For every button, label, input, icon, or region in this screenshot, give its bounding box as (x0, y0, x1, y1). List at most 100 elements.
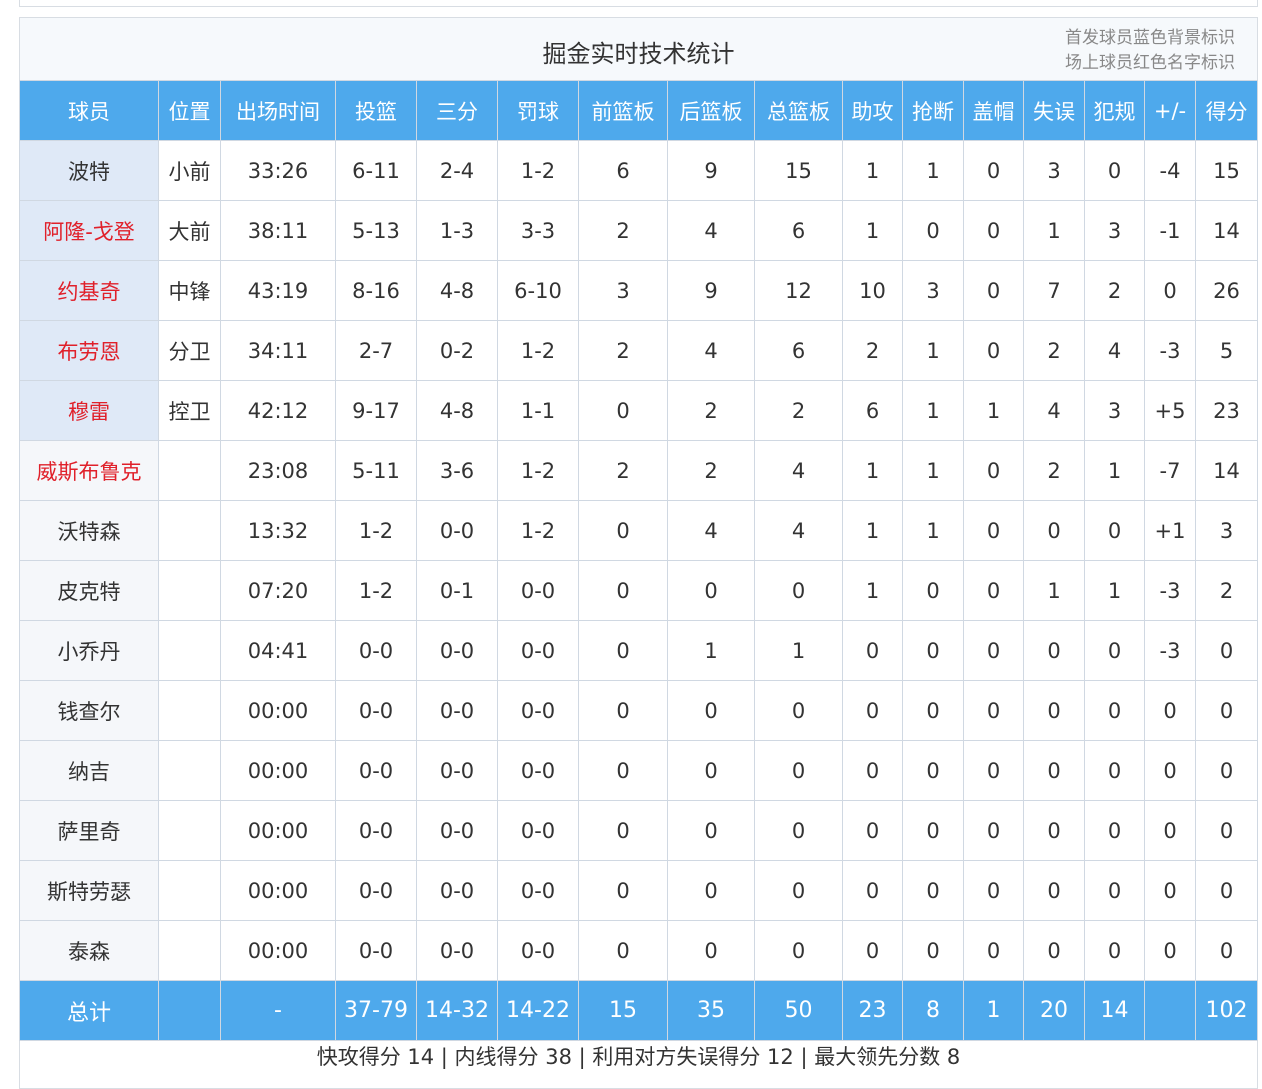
stat-cell: 23:08 (220, 440, 336, 501)
stat-cell: 0 (578, 920, 668, 981)
column-header: 犯规 (1084, 80, 1145, 141)
stat-cell: 1 (1023, 200, 1085, 261)
stat-cell: 0 (578, 380, 668, 441)
player-name: 阿隆-戈登 (19, 200, 159, 261)
stat-cell: 5-13 (335, 200, 417, 261)
column-header: 前篮板 (578, 80, 668, 141)
stat-cell: 2 (1084, 260, 1145, 321)
stat-cell: 2 (1023, 440, 1085, 501)
column-header: 位置 (158, 80, 221, 141)
stat-cell (158, 560, 221, 621)
stat-cell: -4 (1144, 140, 1196, 201)
stat-cell: 7 (1023, 260, 1085, 321)
stats-panel: 掘金实时技术统计 首发球员蓝色背景标识 场上球员红色名字标识 球员 位置 出场时间投… (19, 17, 1258, 1089)
stat-cell: 4-8 (416, 260, 498, 321)
stat-cell: 0 (667, 740, 755, 801)
stat-cell: 6 (754, 320, 843, 381)
stat-cell: 9 (667, 260, 755, 321)
stat-cell: 1 (902, 320, 964, 381)
stat-cell: 0 (963, 260, 1024, 321)
stat-cell: 0 (1084, 860, 1145, 921)
page-title: 掘金实时技术统计 (542, 40, 735, 68)
stat-cell: 0 (1023, 740, 1085, 801)
stat-cell: 0 (1084, 920, 1145, 981)
stat-cell: 2 (754, 380, 843, 441)
stat-cell: 3-3 (497, 200, 579, 261)
stat-cell: 1 (902, 140, 964, 201)
stat-cell: 0 (667, 920, 755, 981)
stat-cell: 0 (963, 740, 1024, 801)
stat-cell: 小前 (158, 140, 221, 201)
stat-cell: 0 (754, 860, 843, 921)
stat-cell: 0 (902, 740, 964, 801)
stat-cell: 0-0 (416, 920, 498, 981)
stat-cell: 0-0 (497, 560, 579, 621)
stat-cell: 0 (667, 680, 755, 741)
column-header: +/- (1144, 80, 1196, 141)
stat-cell: 3 (902, 260, 964, 321)
stat-cell: 0 (902, 680, 964, 741)
stat-cell: 4 (667, 320, 755, 381)
stat-cell: 15 (1195, 140, 1258, 201)
stat-cell: 8-16 (335, 260, 417, 321)
stat-cell: 0 (842, 920, 903, 981)
stat-cell: 1 (842, 440, 903, 501)
player-name: 萨里奇 (19, 800, 159, 861)
stat-cell: 5 (1195, 320, 1258, 381)
stat-cell: 0 (902, 560, 964, 621)
stat-cell: 5-11 (335, 440, 417, 501)
total-cell: 23 (842, 980, 903, 1041)
total-cell: 14-32 (416, 980, 498, 1041)
stat-cell: 3 (1084, 380, 1145, 441)
stat-cell: 33:26 (220, 140, 336, 201)
player-row: 钱查尔 00:00 0-0 0-0 0-0 0 0 0 0 0 0 0 0 0 0 (19, 680, 1258, 741)
total-cell: - (220, 980, 336, 1041)
column-header: 球员 (19, 80, 159, 141)
stat-cell: 0-0 (335, 740, 417, 801)
column-header: 抢断 (902, 80, 964, 141)
stat-cell: 42:12 (220, 380, 336, 441)
total-cell: 15 (578, 980, 668, 1041)
legend-on-court: 场上球员红色名字标识 (1065, 53, 1235, 73)
stat-cell: -7 (1144, 440, 1196, 501)
stat-cell: 0 (963, 920, 1024, 981)
stat-cell: 0 (963, 440, 1024, 501)
column-header: 总篮板 (754, 80, 843, 141)
stat-cell: 0-2 (416, 320, 498, 381)
player-name: 穆雷 (19, 380, 159, 441)
stat-cell: 6 (754, 200, 843, 261)
legend-starter: 首发球员蓝色背景标识 (1065, 28, 1235, 48)
stat-cell: 0-0 (416, 620, 498, 681)
stat-cell: 38:11 (220, 200, 336, 261)
stat-cell: 0-0 (335, 860, 417, 921)
stat-cell: 0 (578, 620, 668, 681)
stat-cell: 0 (902, 920, 964, 981)
stat-cell: 1 (667, 620, 755, 681)
stat-cell: +5 (1144, 380, 1196, 441)
stat-cell: 1-1 (497, 380, 579, 441)
stat-cell: 1 (963, 380, 1024, 441)
stat-cell: 43:19 (220, 260, 336, 321)
stat-cell: 9-17 (335, 380, 417, 441)
stat-cell: 0-0 (335, 620, 417, 681)
stat-cell: 0 (1084, 500, 1145, 561)
stat-cell: 0 (1084, 620, 1145, 681)
stat-cell: 0 (667, 560, 755, 621)
stat-cell (158, 860, 221, 921)
stat-cell: -1 (1144, 200, 1196, 261)
stat-cell: 3 (1084, 200, 1145, 261)
player-row: 皮克特 07:20 1-2 0-1 0-0 0 0 0 1 0 0 1 1 -3 2 (19, 560, 1258, 621)
stat-cell: 1 (842, 500, 903, 561)
stat-cell: 14 (1195, 440, 1258, 501)
stat-cell: 0 (1023, 500, 1085, 561)
stat-cell: 12 (754, 260, 843, 321)
stat-cell: 0 (578, 560, 668, 621)
stat-cell: 0 (1023, 620, 1085, 681)
stat-cell: 13:32 (220, 500, 336, 561)
column-header: 得分 (1195, 80, 1258, 141)
stat-cell: 0 (842, 620, 903, 681)
stats-table: 球员 位置 出场时间 投篮 三分 罚球 前篮板 后篮板 总篮板 助攻 抢断 盖帽 失误 犯规 +/- 得分 波… (19, 80, 1258, 1041)
stat-cell: 0 (963, 560, 1024, 621)
stat-cell: 0-0 (416, 680, 498, 741)
stat-cell: 0-0 (497, 740, 579, 801)
